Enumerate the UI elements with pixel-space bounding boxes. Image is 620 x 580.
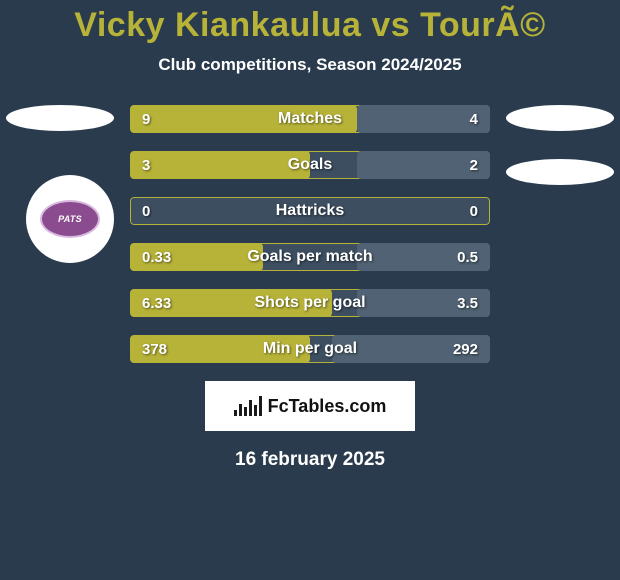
stat-row: 32Goals: [130, 151, 490, 179]
brand-text: FcTables.com: [268, 396, 387, 417]
stat-rows: 94Matches 32Goals 00Hattricks 0.330.5Goals …: [130, 105, 490, 363]
date-label: 16 february 2025: [0, 449, 620, 471]
stat-row: 6.333.5Shots per goal: [130, 289, 490, 317]
subtitle: Club competitions, Season 2024/2025: [0, 55, 620, 75]
player-right-badge-1: [506, 105, 614, 131]
club-badge-label: PATS: [40, 200, 100, 238]
stat-label: Min per goal: [130, 335, 490, 363]
player-left-badge-1: [6, 105, 114, 131]
stat-row: 0.330.5Goals per match: [130, 243, 490, 271]
stat-row: 94Matches: [130, 105, 490, 133]
player-right-badge-2: [506, 159, 614, 185]
comparison-stage: PATS 94Matches 32Goals 00Hattricks 0.330.5G…: [0, 105, 620, 471]
stat-row: 378292Min per goal: [130, 335, 490, 363]
player-left-club-badge: PATS: [26, 175, 114, 263]
stat-row: 00Hattricks: [130, 197, 490, 225]
stat-label: Goals per match: [130, 243, 490, 271]
stat-label: Hattricks: [130, 197, 490, 225]
stat-label: Matches: [130, 105, 490, 133]
brand-bars-icon: [234, 396, 262, 416]
stat-label: Shots per goal: [130, 289, 490, 317]
page-title: Vicky Kiankaulua vs TourÃ©: [0, 0, 620, 45]
stat-label: Goals: [130, 151, 490, 179]
brand-box: FcTables.com: [205, 381, 415, 431]
